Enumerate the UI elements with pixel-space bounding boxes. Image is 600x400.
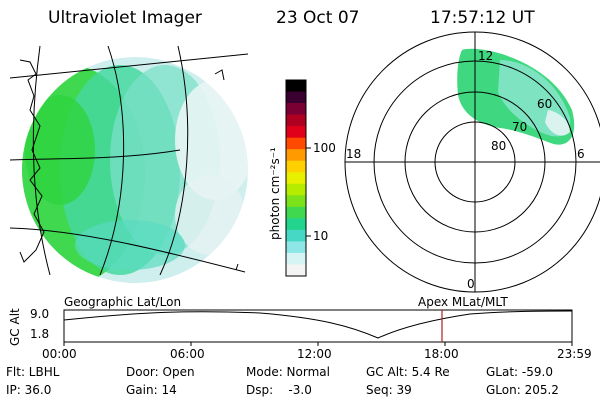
instrument-title: Ultraviolet Imager — [48, 8, 202, 28]
colorbar-tick-10: 10 — [313, 229, 328, 243]
colorbar-band — [286, 195, 306, 208]
colorbar-tick-100: 100 — [313, 141, 336, 155]
polar-label-60: 60 — [537, 97, 552, 111]
polar-label-18: 18 — [346, 147, 361, 161]
polar-plot: 12 18 6 0 60 70 80 — [344, 31, 600, 293]
colorbar-band — [286, 172, 306, 185]
status-ip: IP: 36.0 — [6, 383, 52, 397]
timeline-x-tick-1800: 18:00 — [424, 347, 459, 361]
timeline-y-tick-low: 1.8 — [30, 327, 50, 341]
colorbar-unit-label: photon cm⁻²s⁻¹ — [268, 147, 282, 240]
altitude-timeline — [63, 309, 573, 346]
status-glon: GLon: 205.2 — [486, 383, 559, 397]
status-door: Door: Open — [126, 365, 195, 379]
status-dsp: Dsp: -3.0 — [246, 383, 312, 397]
colorbar-band — [286, 229, 306, 242]
polar-label-0: 0 — [467, 277, 475, 291]
colorbar-band — [286, 137, 306, 150]
timeline-y-tick-high: 9.0 — [30, 307, 50, 321]
timeline-y-label: GC Alt — [8, 308, 22, 346]
colorbar-band — [286, 183, 306, 196]
colorbar-band — [286, 126, 306, 139]
status-seq: Seq: 39 — [366, 383, 412, 397]
date-label: 23 Oct 07 — [276, 8, 360, 28]
status-mode: Mode: Normal — [246, 365, 330, 379]
colorbar-band — [286, 160, 306, 173]
status-glat: GLat: -59.0 — [486, 365, 553, 379]
status-gc-alt: GC Alt: 5.4 Re — [366, 365, 450, 379]
colorbar-band — [286, 80, 306, 93]
timeline-x-tick-1200: 12:00 — [297, 347, 332, 361]
colorbar: 100 10 photon cm⁻²s⁻¹ — [268, 79, 336, 277]
timeline-right-title: Apex MLat/MLT — [418, 295, 508, 309]
colorbar-band — [286, 264, 306, 277]
colorbar-band — [286, 114, 306, 127]
colorbar-band — [286, 218, 306, 231]
timeline-left-title: Geographic Lat/Lon — [64, 295, 182, 309]
polar-label-80: 80 — [491, 139, 506, 153]
colorbar-band — [286, 103, 306, 116]
colorbar-band — [286, 206, 306, 219]
status-filter: Flt: LBHL — [6, 365, 60, 379]
colorbar-band — [286, 241, 306, 254]
status-gain: Gain: 14 — [126, 383, 177, 397]
colorbar-band — [286, 91, 306, 104]
polar-label-70: 70 — [512, 120, 527, 134]
time-label: 17:57:12 UT — [430, 8, 535, 28]
colorbar-band — [286, 149, 306, 162]
colorbar-band — [286, 252, 306, 265]
timeline-x-tick-2359: 23:59 — [557, 347, 592, 361]
geographic-image-panel — [10, 45, 249, 283]
timeline-x-tick-0600: 06:00 — [170, 347, 205, 361]
polar-label-12: 12 — [478, 49, 493, 63]
timeline-x-tick-0000: 00:00 — [42, 347, 77, 361]
polar-label-6: 6 — [577, 147, 585, 161]
